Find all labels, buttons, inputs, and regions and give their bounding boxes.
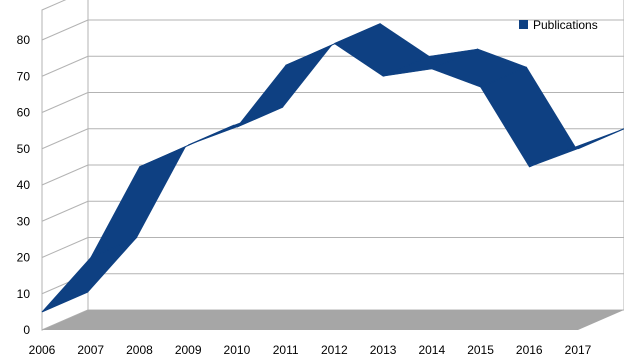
x-tick-label: 2015	[467, 343, 494, 357]
data-point-edge	[139, 146, 186, 168]
gridline-side	[41, 55, 89, 77]
floor-plane	[42, 310, 624, 330]
x-tick-label: 2008	[126, 343, 153, 357]
legend-label: Publications	[533, 18, 598, 32]
data-point-edge	[236, 106, 284, 128]
chart-floor	[42, 310, 624, 330]
x-tick-label: 2017	[565, 343, 592, 357]
x-tick-label: 2012	[321, 343, 348, 357]
x-tick-label: 2007	[77, 343, 104, 357]
data-point-edge	[41, 291, 89, 313]
data-point-edge	[285, 44, 332, 66]
y-axis-ticks: 0 10 20 30 40 50 60 70 80	[17, 33, 31, 337]
gridline-side	[41, 164, 89, 186]
x-axis-ticks: 2006 2007 2008 2009 2010 2011 2012 2013 2014 2015…	[29, 343, 592, 357]
x-tick-label: 2016	[516, 343, 543, 357]
y-tick-label: 80	[17, 33, 31, 47]
data-point-edge	[577, 128, 624, 150]
y-tick-label: 10	[17, 287, 31, 301]
y-tick-label: 70	[17, 69, 31, 83]
y-tick-label: 20	[17, 251, 31, 265]
data-point-edge	[480, 66, 527, 88]
y-tick-label: 0	[23, 323, 30, 337]
x-tick-label: 2010	[224, 343, 251, 357]
gridline-side	[41, 19, 89, 41]
gridline-side	[41, 200, 89, 222]
gridline-side	[41, 92, 89, 113]
series-ribbon	[41, 23, 624, 313]
legend-swatch	[519, 20, 528, 29]
y-tick-label: 50	[17, 142, 31, 156]
y-tick-label: 30	[17, 214, 31, 228]
data-point-edge	[90, 236, 137, 259]
data-point-edge	[431, 48, 479, 70]
legend: Publications	[519, 18, 598, 32]
gridline-side	[41, 237, 89, 258]
x-tick-label: 2014	[418, 343, 445, 357]
y-tick-label: 60	[17, 106, 31, 120]
x-tick-label: 2013	[370, 343, 397, 357]
x-tick-label: 2009	[175, 343, 202, 357]
data-point-edge	[334, 23, 381, 45]
gridline-side	[41, 128, 89, 150]
x-tick-label: 2011	[273, 343, 299, 357]
x-tick-label: 2006	[29, 343, 56, 357]
data-point-edge	[382, 55, 430, 77]
data-point-edge	[187, 124, 235, 146]
y-tick-label: 40	[17, 178, 31, 192]
data-point-edge	[529, 146, 576, 168]
